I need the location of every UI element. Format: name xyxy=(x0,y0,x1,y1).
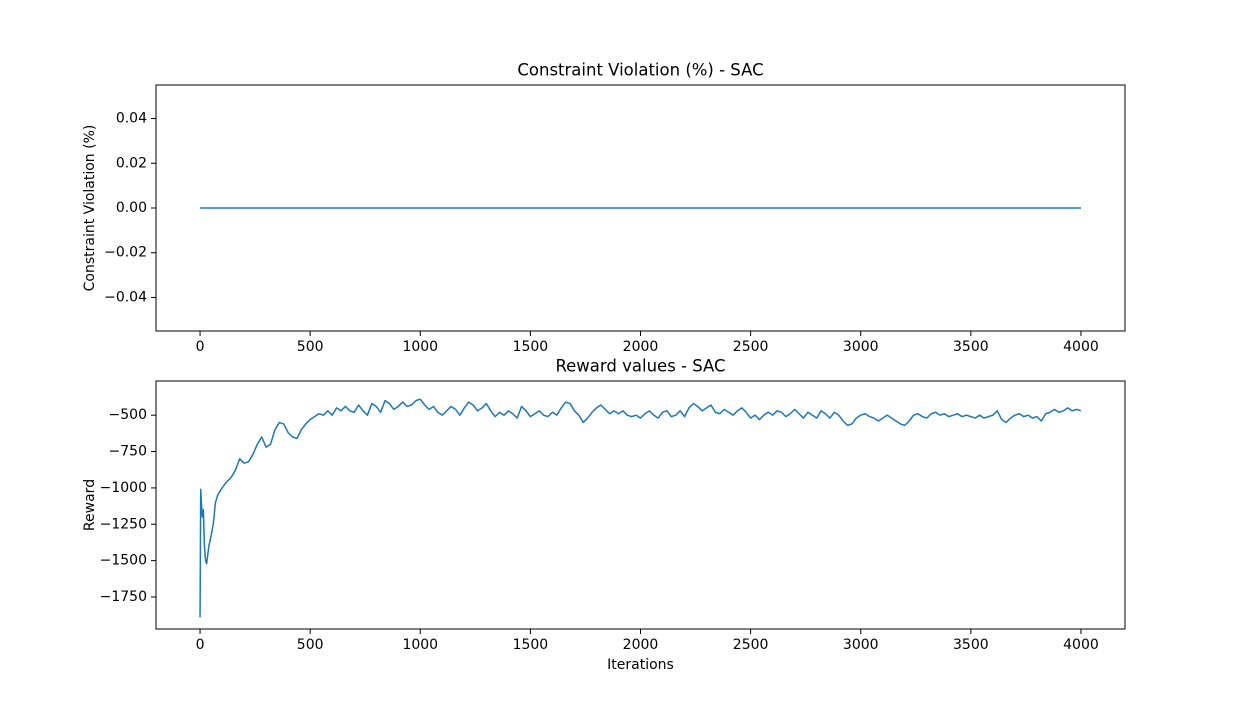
y-axis-label: Reward xyxy=(82,479,98,531)
data-line xyxy=(199,398,1082,618)
x-tick-label: 3500 xyxy=(953,637,989,653)
x-tick-label: 3000 xyxy=(843,637,879,653)
chart-title: Reward values - SAC xyxy=(555,357,725,376)
y-tick-label: −0.02 xyxy=(104,245,147,261)
y-tick-label: 0.00 xyxy=(116,200,147,216)
y-tick-label: −500 xyxy=(109,407,147,423)
axes-frame xyxy=(155,380,1126,630)
x-tick-label: 2500 xyxy=(733,637,769,653)
x-tick-label: 2000 xyxy=(623,339,659,355)
chart-title: Constraint Violation (%) - SAC xyxy=(517,61,763,80)
x-tick-label: 500 xyxy=(297,637,324,653)
x-tick-label: 3500 xyxy=(953,339,989,355)
y-tick-label: −1750 xyxy=(100,589,147,605)
y-tick-label: −1000 xyxy=(100,480,147,496)
x-tick-label: 2500 xyxy=(733,339,769,355)
y-tick-label: 0.02 xyxy=(116,155,147,171)
x-tick-label: 2000 xyxy=(623,637,659,653)
y-tick-label: 0.04 xyxy=(116,111,147,127)
y-tick-label: −1500 xyxy=(100,553,147,569)
y-tick-label: −1250 xyxy=(100,516,147,532)
y-tick-label: −750 xyxy=(109,444,147,460)
x-tick-label: 1500 xyxy=(513,637,549,653)
axes-frame xyxy=(155,84,1126,332)
x-axis-label: Iterations xyxy=(607,657,674,673)
x-tick-label: 1000 xyxy=(402,637,438,653)
x-tick-label: 500 xyxy=(297,339,324,355)
y-tick-label: −0.04 xyxy=(104,289,147,305)
y-axis-label: Constraint Violation (%) xyxy=(82,125,98,292)
x-tick-label: 0 xyxy=(196,637,205,653)
x-tick-label: 1000 xyxy=(402,339,438,355)
x-tick-label: 4000 xyxy=(1063,637,1099,653)
x-tick-label: 4000 xyxy=(1063,339,1099,355)
x-tick-label: 3000 xyxy=(843,339,879,355)
x-tick-label: 1500 xyxy=(513,339,549,355)
x-tick-label: 0 xyxy=(196,339,205,355)
